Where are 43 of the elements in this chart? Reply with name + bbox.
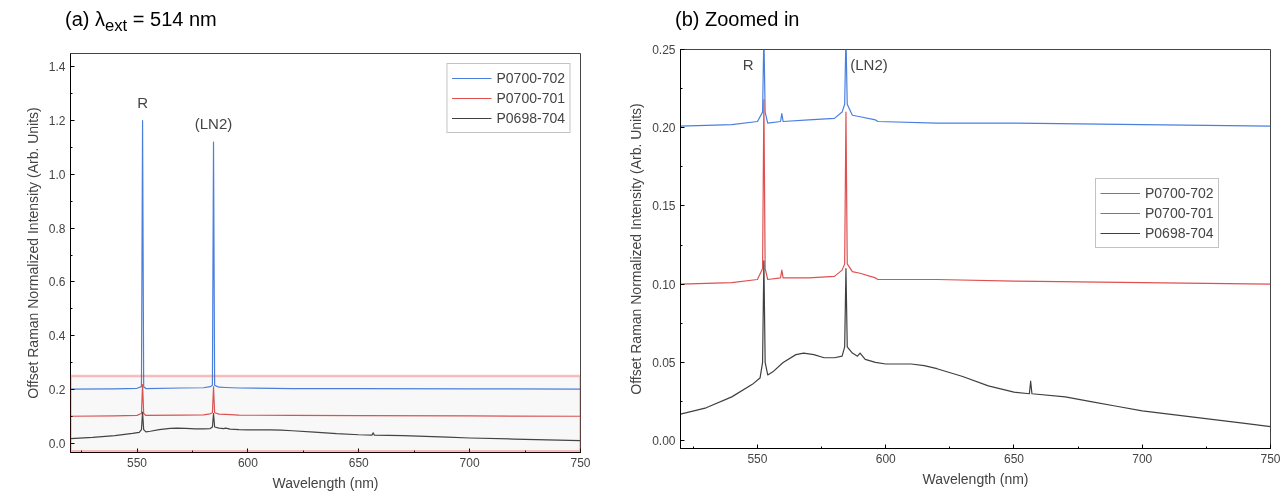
legend-label: P0698-704	[1145, 224, 1214, 241]
x-tick-label: 550	[127, 455, 148, 470]
legend-label: P0700-701	[1145, 204, 1214, 221]
y-tick-label: 0.0	[48, 436, 66, 451]
x-tick-label: 600	[875, 451, 897, 466]
annotation: R	[137, 93, 149, 111]
y-axis-title: Offset Raman Normalized Intensity (Arb. Units)	[24, 107, 41, 399]
y-tick-label: 1.4	[48, 60, 66, 75]
line-series	[680, 259, 1271, 427]
chart-title: (b) Zoomed in	[675, 7, 800, 32]
y-tick-label: 0.10	[652, 277, 676, 292]
y-tick-label: 0.6	[48, 275, 66, 290]
x-tick-label: 750	[570, 455, 591, 470]
y-tick-label: 0.00	[652, 433, 676, 448]
y-tick-label: 0.4	[48, 328, 66, 343]
x-tick-label: 650	[1003, 451, 1025, 466]
x-tick-label: 750	[1260, 451, 1281, 466]
annotation: (LN2)	[850, 55, 888, 73]
y-tick-label: 1.2	[48, 113, 66, 128]
line-series	[680, 98, 1271, 285]
y-tick-label: 0.15	[652, 199, 676, 214]
legend-label: P0700-702	[1145, 184, 1214, 201]
y-tick-label: 0.05	[652, 355, 676, 370]
y-axis-title: Offset Raman Normalized Intensity (Arb. Units)	[628, 102, 645, 395]
x-tick-label: 650	[348, 455, 370, 470]
chart-title: (a) λ$_{ext}$ = 514 nm	[65, 7, 217, 37]
y-tick-label: 0.8	[48, 221, 66, 236]
y-tick-label: 0.25	[652, 42, 676, 57]
x-tick-label: 700	[1132, 451, 1153, 466]
annotation: R	[742, 55, 754, 73]
x-tick-label: 550	[747, 451, 768, 466]
x-axis-title: Wavelength (nm)	[272, 474, 379, 491]
x-tick-label: 600	[237, 455, 259, 470]
y-tick-label: 0.20	[652, 120, 676, 135]
y-tick-label: 0.2	[48, 382, 66, 397]
x-axis-title: Wavelength (nm)	[922, 470, 1029, 487]
y-tick-label: 1.0	[48, 167, 66, 182]
annotation: (LN2)	[194, 114, 233, 132]
legend-label: P0698-704	[496, 109, 565, 126]
x-tick-label: 700	[459, 455, 480, 470]
line-series	[70, 383, 581, 417]
legend-label: P0700-701	[496, 89, 565, 106]
legend-label: P0700-702	[496, 69, 565, 86]
